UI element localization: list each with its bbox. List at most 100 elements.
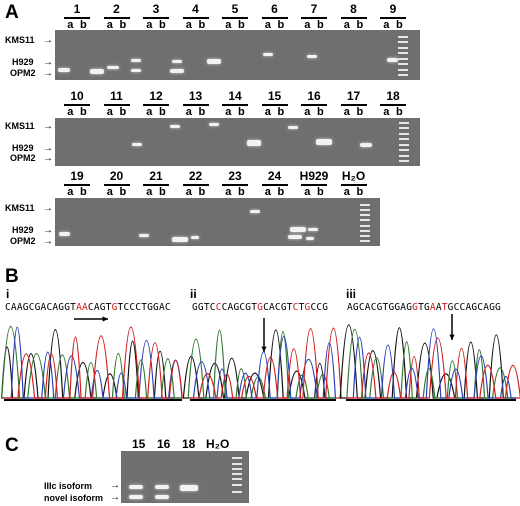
lane-bar	[380, 104, 406, 106]
lane-sublabel: b	[277, 186, 285, 198]
arrow-icon: →	[43, 68, 53, 79]
lane-bar	[261, 104, 288, 106]
band-label-novel-isoform: novel isoform	[44, 493, 104, 503]
lane-sublabel: b	[395, 106, 403, 118]
base-letter: C	[239, 302, 246, 313]
base-letter: T	[441, 302, 448, 313]
lane-header: 18 a b	[376, 90, 410, 118]
lane-sublabel: a	[304, 186, 311, 198]
lane-bar	[182, 17, 209, 19]
base-letter: C	[129, 302, 136, 313]
base-letter: C	[135, 302, 142, 313]
lane-sublabel: b	[277, 19, 285, 31]
chromatogram-trace	[190, 335, 336, 399]
lane-sublabel: b	[316, 106, 324, 118]
lane-sublabel: a	[343, 19, 350, 31]
base-letter: A	[483, 302, 490, 313]
lane-sublabel: a	[185, 19, 192, 31]
base-letter: C	[46, 302, 53, 313]
marker-label-opm2: OPM2	[10, 153, 36, 163]
marker-label-h929: H929	[12, 143, 34, 153]
lane-label-15: 15	[132, 437, 146, 451]
base-letter: A	[93, 302, 100, 313]
lane-number: 13	[188, 89, 203, 103]
base-letter: C	[87, 302, 94, 313]
gel-band	[170, 69, 184, 73]
base-letter: C	[459, 302, 466, 313]
lane-bar	[380, 17, 406, 19]
lane-sublabel: b	[237, 106, 245, 118]
lane-sublabel: b	[356, 19, 364, 31]
lane-bar	[222, 104, 248, 106]
lane-header: 10 a b	[60, 90, 94, 118]
base-letter: A	[40, 302, 47, 313]
lane-sublabel: a	[264, 186, 271, 198]
base-letter: A	[429, 302, 436, 313]
lane-number: 23	[228, 169, 242, 183]
base-letter: A	[10, 302, 17, 313]
lane-number: 19	[70, 169, 84, 183]
lane-sublabel: a	[67, 186, 74, 198]
dna-ladder	[398, 34, 408, 78]
lane-sublabel: b	[79, 186, 87, 198]
gel-band	[129, 495, 143, 499]
lane-sublabel: b	[158, 186, 166, 198]
base-letter: C	[215, 302, 222, 313]
base-letter: G	[280, 302, 287, 313]
chromatogram-sequence-iii: AGCACGTGGAGGTGAATGCCAGCAGG	[347, 302, 501, 313]
base-letter: G	[412, 302, 419, 313]
gel-band	[90, 69, 104, 74]
base-letter: A	[158, 302, 165, 313]
lane-bar	[222, 184, 248, 186]
lane-bar	[222, 17, 248, 19]
arrow-icon: →	[43, 35, 53, 46]
gel-band	[155, 495, 169, 499]
base-letter: A	[465, 302, 472, 313]
arrow-icon: →	[43, 153, 53, 164]
lane-number: 1	[73, 2, 81, 16]
gel-band	[250, 210, 260, 213]
base-letter: G	[352, 302, 359, 313]
chromatogram-trace	[1, 329, 182, 399]
lane-number: 10	[70, 89, 84, 103]
lane-label-h2o: H₂O	[206, 437, 230, 451]
base-letter: G	[257, 302, 264, 313]
lane-bar	[64, 184, 90, 186]
lane-number: 16	[307, 89, 321, 103]
lane-sublabel: b	[79, 19, 87, 31]
lane-number: 4	[192, 2, 199, 16]
lane-number: 15	[267, 89, 282, 103]
arrow-icon: →	[110, 480, 120, 491]
base-letter: G	[99, 302, 106, 313]
arrow-icon: →	[43, 143, 53, 154]
lane-bar	[143, 17, 169, 19]
lane-bar	[301, 184, 327, 186]
marker-label-kms11: KMS11	[5, 203, 35, 213]
base-letter: G	[423, 302, 430, 313]
lane-bar	[143, 184, 169, 186]
lane-sublabel: a	[146, 19, 153, 31]
gel-band	[172, 60, 182, 63]
base-letter: C	[358, 302, 365, 313]
lane-label-16: 16	[157, 437, 171, 451]
base-letter: C	[370, 302, 377, 313]
lane-number: 9	[389, 2, 397, 16]
lane-number: 6	[271, 2, 278, 16]
chromatogram-numeral-iii: iii	[346, 287, 357, 301]
gel-band	[263, 53, 273, 56]
lane-header: 20 a b	[100, 170, 134, 198]
chromatogram-trace	[346, 337, 520, 399]
lane-bar	[64, 17, 90, 19]
marker-label-h929: H929	[12, 57, 34, 67]
